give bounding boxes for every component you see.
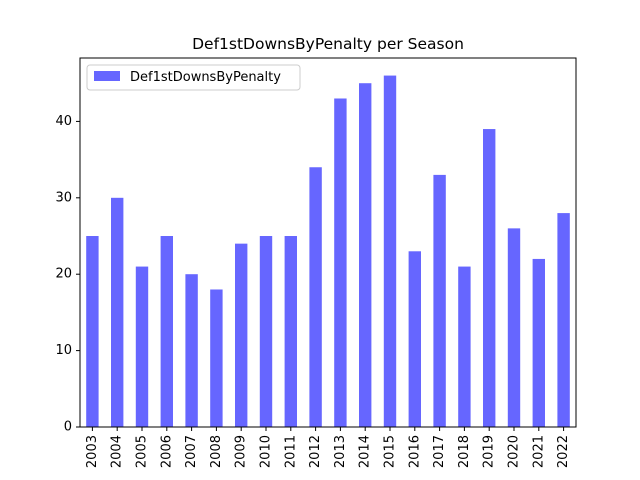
bar-2011 <box>284 236 297 427</box>
bar-2003 <box>86 236 99 427</box>
bar-2006 <box>160 236 173 427</box>
x-tick-label: 2020 <box>507 435 522 468</box>
legend: Def1stDownsByPenalty <box>86 64 301 91</box>
x-tick-label: 2008 <box>209 435 224 468</box>
x-tick-label: 2019 <box>482 435 497 468</box>
x-tick-label: 2005 <box>135 435 150 468</box>
bars-group <box>86 75 570 428</box>
x-tick-label: 2021 <box>531 435 546 468</box>
bar-2016 <box>408 251 421 427</box>
bar-2012 <box>309 167 322 427</box>
bar-2013 <box>334 98 347 428</box>
bar-2015 <box>383 75 397 427</box>
x-tick-label: 2003 <box>85 435 100 468</box>
x-tick-label: 2015 <box>383 435 398 468</box>
legend-box <box>86 64 301 91</box>
x-tick-label: 2018 <box>457 435 472 468</box>
x-tick-label: 2013 <box>333 435 348 468</box>
x-tick-label: 2017 <box>432 435 447 468</box>
x-tick-label: 2016 <box>407 435 422 468</box>
x-tick-label: 2014 <box>358 435 373 468</box>
bar-2005 <box>135 266 149 427</box>
bar-2018 <box>458 266 471 427</box>
x-tick-label: 2011 <box>283 435 298 468</box>
y-tick-label: 10 <box>55 343 72 358</box>
y-tick-label: 40 <box>55 114 72 129</box>
y-tick-label: 30 <box>55 190 72 205</box>
bar-2021 <box>532 258 545 427</box>
y-tick-label: 20 <box>55 267 72 282</box>
x-tick-label: 2012 <box>308 435 323 468</box>
chart-title: Def1stDownsByPenalty per Season <box>192 35 464 53</box>
x-tick-label: 2007 <box>184 435 199 468</box>
y-tick-label: 0 <box>64 420 72 435</box>
bar-2017 <box>433 174 446 427</box>
bar-2010 <box>259 236 273 427</box>
x-tick-label: 2009 <box>234 435 249 468</box>
legend-label: Def1stDownsByPenalty <box>130 70 281 85</box>
legend-swatch <box>94 71 120 81</box>
x-tick-label: 2006 <box>159 435 174 468</box>
bar-2008 <box>210 289 223 427</box>
bar-2009 <box>235 243 248 427</box>
bar-2019 <box>483 129 496 428</box>
plot-frame <box>79 57 577 428</box>
x-tick-label: 2004 <box>110 435 125 468</box>
x-tick-label: 2022 <box>556 435 571 468</box>
bar-2020 <box>507 228 521 427</box>
y-axis-ticks: 0 10 20 30 40 <box>55 114 80 435</box>
bar-2007 <box>185 274 198 427</box>
x-axis-ticks: 2003 2004 2005 2006 2007 2008 2009 2010 2011 2012… <box>85 427 571 468</box>
x-tick-label: 2010 <box>259 435 274 468</box>
bar-2022 <box>557 213 570 427</box>
bar-2014 <box>359 83 372 428</box>
bar-2004 <box>111 197 124 427</box>
